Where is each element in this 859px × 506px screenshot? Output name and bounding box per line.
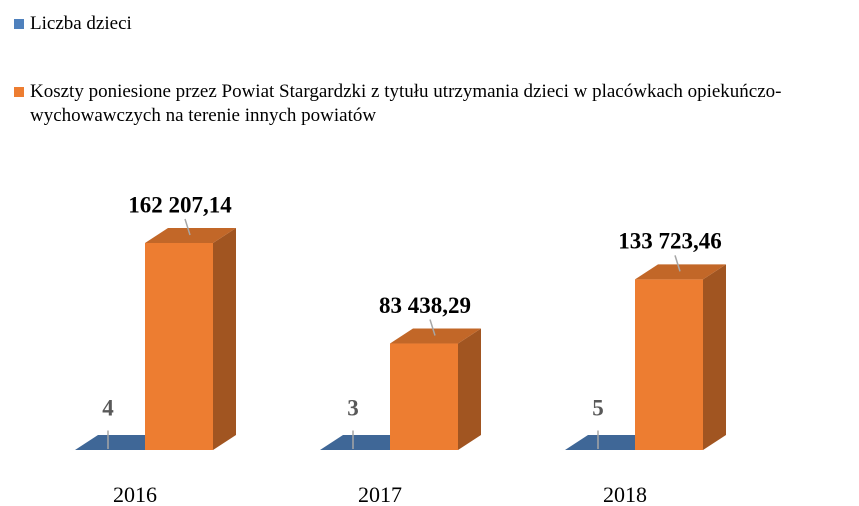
bar-side xyxy=(213,228,236,450)
leader-line xyxy=(429,319,436,336)
bar xyxy=(145,243,213,450)
bar xyxy=(635,279,703,450)
legend-entry: Liczba dzieci xyxy=(14,12,814,36)
x-tick-label: 2017 xyxy=(358,482,402,506)
bar-top xyxy=(320,434,413,450)
bar-side xyxy=(703,264,726,450)
bar-top xyxy=(75,434,168,450)
bar-top xyxy=(145,228,236,243)
bar-top xyxy=(565,434,658,450)
legend-label: Liczba dzieci xyxy=(30,13,132,34)
legend-swatch xyxy=(14,19,24,29)
x-tick-label: 2016 xyxy=(113,482,157,506)
data-label: 3 xyxy=(347,395,359,420)
legend-swatch xyxy=(14,87,24,97)
data-label: 83 438,29 xyxy=(379,293,471,318)
bar-top xyxy=(635,264,726,280)
data-label: 5 xyxy=(592,395,604,420)
bar-side xyxy=(458,328,481,450)
data-label: 162 207,14 xyxy=(128,192,232,217)
leader-line xyxy=(674,255,681,272)
legend-entry: Koszty poniesione przez Powiat Stargardz… xyxy=(14,80,844,128)
x-tick-label: 2018 xyxy=(603,482,647,506)
bar xyxy=(390,343,458,450)
data-label: 133 723,46 xyxy=(618,229,722,254)
bar-top xyxy=(390,328,481,344)
legend-label: Koszty poniesione przez Powiat Stargardz… xyxy=(30,81,782,126)
leader-line xyxy=(184,218,191,236)
data-label: 4 xyxy=(102,395,114,420)
